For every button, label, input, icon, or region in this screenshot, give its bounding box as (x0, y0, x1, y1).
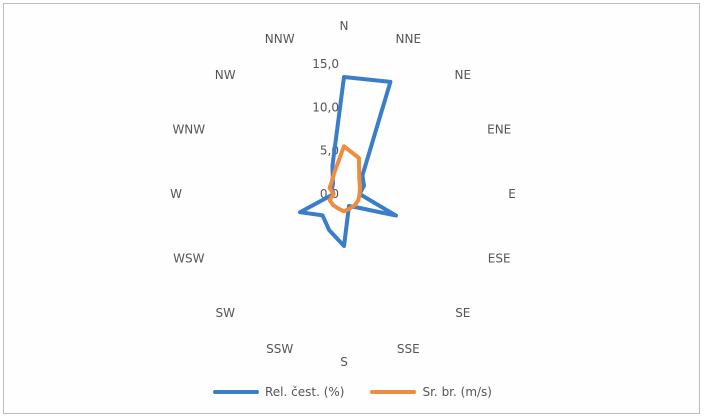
direction-label-wnw: WNW (172, 123, 205, 137)
series-line-rel-cest (298, 75, 398, 248)
direction-label-sw: SW (215, 306, 235, 320)
radial-tick-label: 15,0 (312, 57, 339, 71)
legend-label-sr-br: Sr. br. (m/s) (422, 385, 492, 399)
series-line-sr-br (327, 144, 362, 214)
radial-tick-labels: 0,05,010,015,0 (312, 57, 339, 201)
legend-swatch-sr-br (370, 390, 417, 394)
direction-label-ene: ENE (487, 123, 511, 137)
legend-item-sr-br: Sr. br. (m/s) (370, 385, 492, 399)
direction-label-ne: NE (455, 68, 472, 82)
direction-label-nw: NW (215, 68, 236, 82)
radial-tick-label: 10,0 (312, 100, 339, 114)
direction-label-nne: NNE (396, 32, 422, 46)
legend-item-rel-cest: Rel. čest. (%) (213, 385, 344, 399)
direction-label-ese: ESE (488, 251, 511, 265)
legend-swatch-rel-cest (213, 390, 259, 394)
direction-label-wsw: WSW (173, 251, 204, 265)
direction-label-ssw: SSW (266, 342, 293, 356)
direction-label-n: N (340, 19, 349, 33)
direction-label-w: W (170, 187, 182, 201)
series-layer (298, 75, 398, 248)
direction-label-se: SE (455, 306, 470, 320)
legend: Rel. čest. (%) Sr. br. (m/s) (0, 385, 705, 399)
direction-labels: N NNE NE ENE E ESE SE SSE S SSW SW WSW W WNW NW NNW (170, 19, 516, 369)
legend-label-rel-cest: Rel. čest. (%) (265, 385, 345, 399)
direction-label-s: S (340, 355, 348, 369)
direction-label-nnw: NNW (265, 32, 295, 46)
direction-label-e: E (508, 187, 516, 201)
direction-label-sse: SSE (397, 342, 420, 356)
